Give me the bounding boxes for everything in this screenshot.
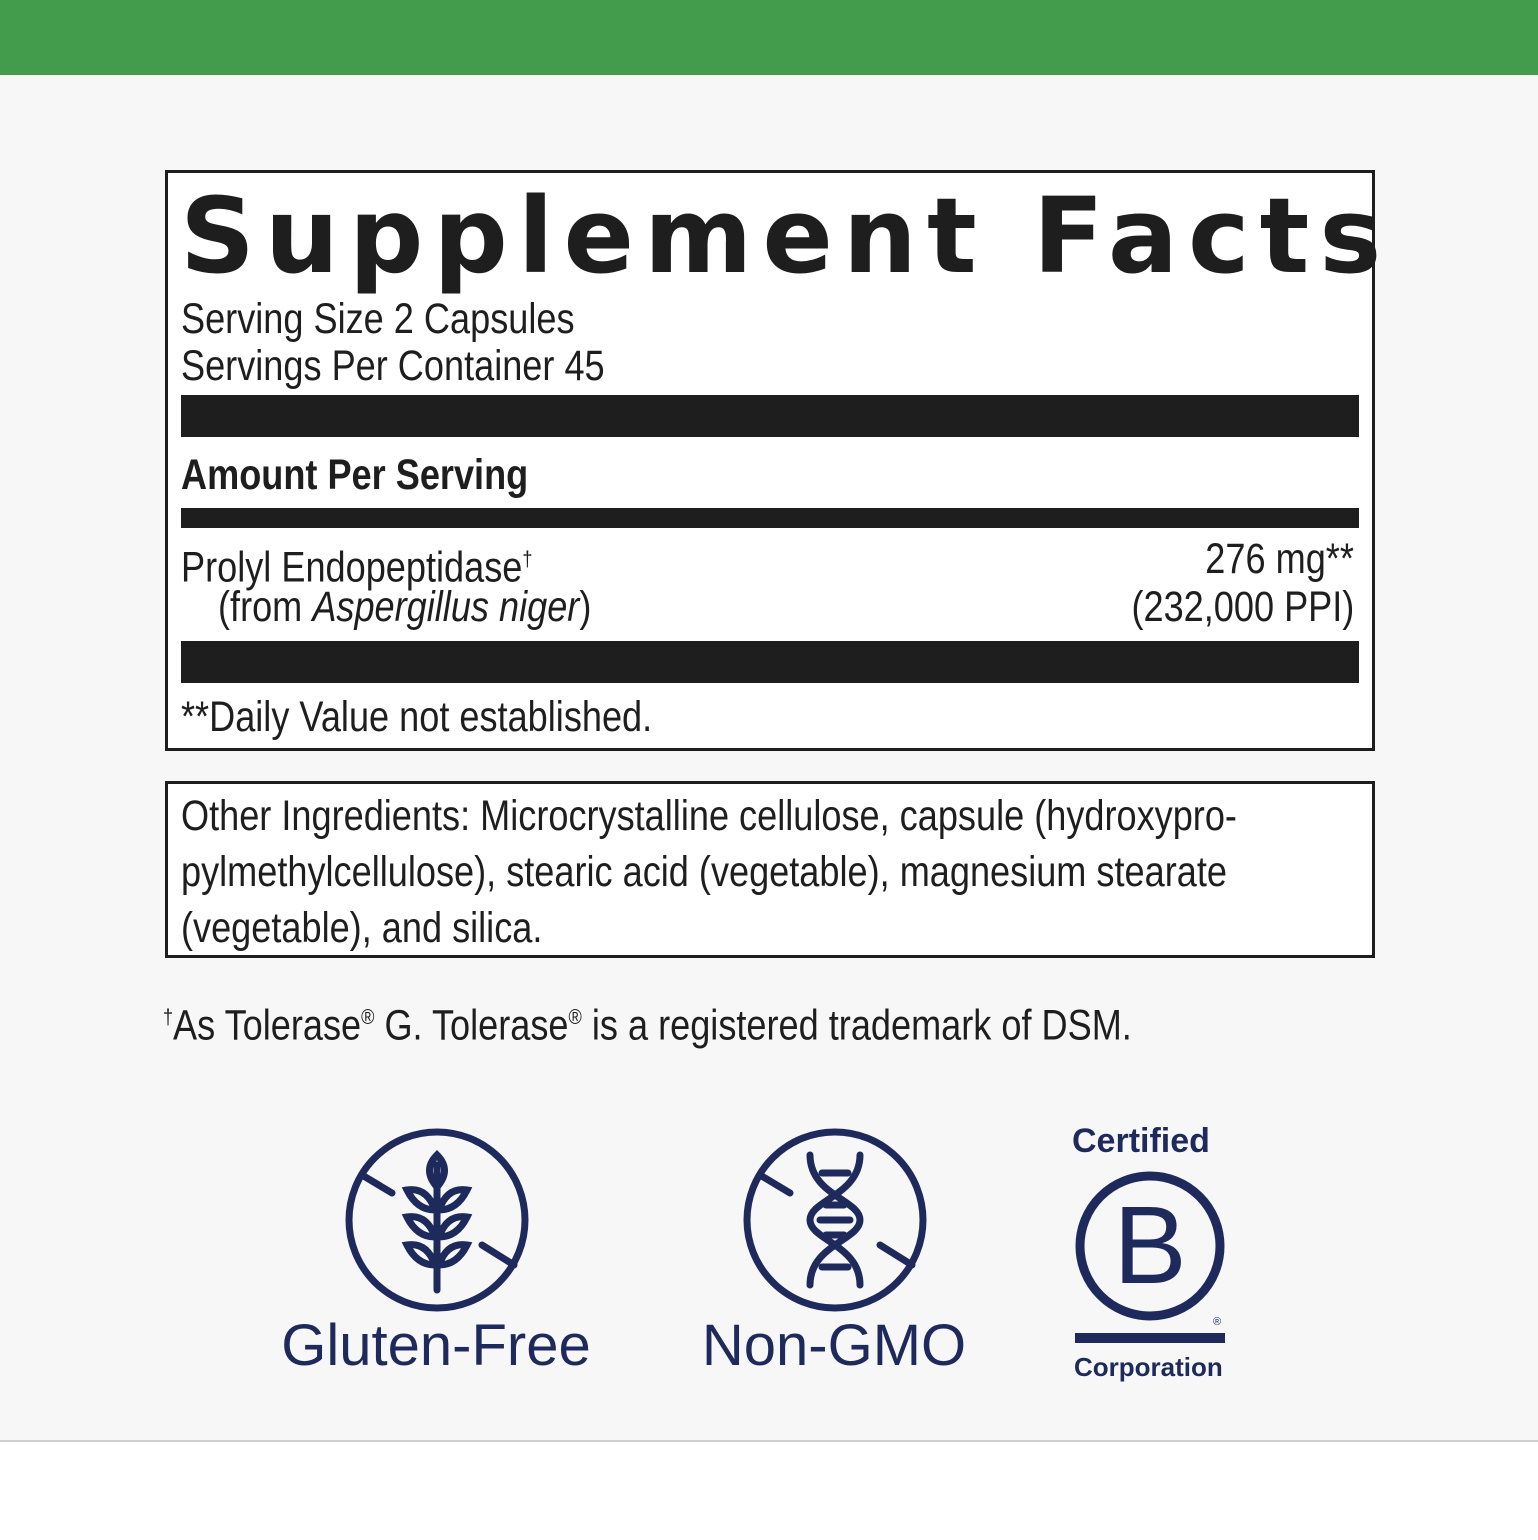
panel-title: Supplement Facts: [180, 175, 1392, 297]
non-gmo-label: Non-GMO: [701, 1313, 967, 1378]
other-ingredients-panel: Other Ingredients: Microcrystalline cell…: [165, 781, 1375, 958]
divider-thick: [181, 395, 1359, 437]
servings-per-container: Servings Per Container 45: [181, 342, 605, 390]
other-ingredients-line: Other Ingredients: Microcrystalline cell…: [181, 792, 1237, 840]
gluten-free-label: Gluten-Free: [281, 1313, 591, 1378]
divider-medium: [181, 508, 1359, 528]
b-circle-icon: [1075, 1171, 1225, 1321]
other-ingredients-line: pylmethylcellulose), stearic acid (veget…: [181, 848, 1227, 896]
dna-crossed-icon: [743, 1128, 927, 1312]
wheat-crossed-icon: [345, 1128, 529, 1312]
trademark-footnote: †As Tolerase® G. Tolerase® is a register…: [163, 1001, 1132, 1050]
other-ingredients-line: (vegetable), and silica.: [181, 904, 543, 952]
divider-thick-bottom: [181, 641, 1359, 683]
ingredient-name-row: Prolyl Endopeptidase†: [181, 535, 599, 591]
dagger-mark: †: [522, 547, 533, 571]
registered-mark: ®: [1213, 1316, 1222, 1328]
amount-per-serving-header: Amount Per Serving: [181, 451, 529, 499]
top-brand-bar: [0, 0, 1538, 75]
ingredient-activity: (232,000 PPI): [1131, 583, 1354, 631]
species-name: Aspergillus niger: [312, 583, 580, 631]
certified-text: Certified: [1072, 1122, 1210, 1160]
b-corp-rule: [1075, 1333, 1225, 1343]
ingredient-name: Prolyl Endopeptidase: [181, 543, 523, 592]
bottom-strip: [0, 1440, 1538, 1540]
ingredient-amount: 276 mg**: [1205, 535, 1354, 583]
ingredient-source: (from Aspergillus niger): [218, 583, 592, 631]
serving-size: Serving Size 2 Capsules: [181, 295, 575, 343]
corporation-text: Corporation: [1074, 1352, 1223, 1382]
b-letter: B: [1113, 1184, 1187, 1307]
supplement-facts-panel: Supplement Facts Serving Size 2 Capsules…: [165, 170, 1381, 751]
daily-value-note: **Daily Value not established.: [181, 693, 653, 741]
